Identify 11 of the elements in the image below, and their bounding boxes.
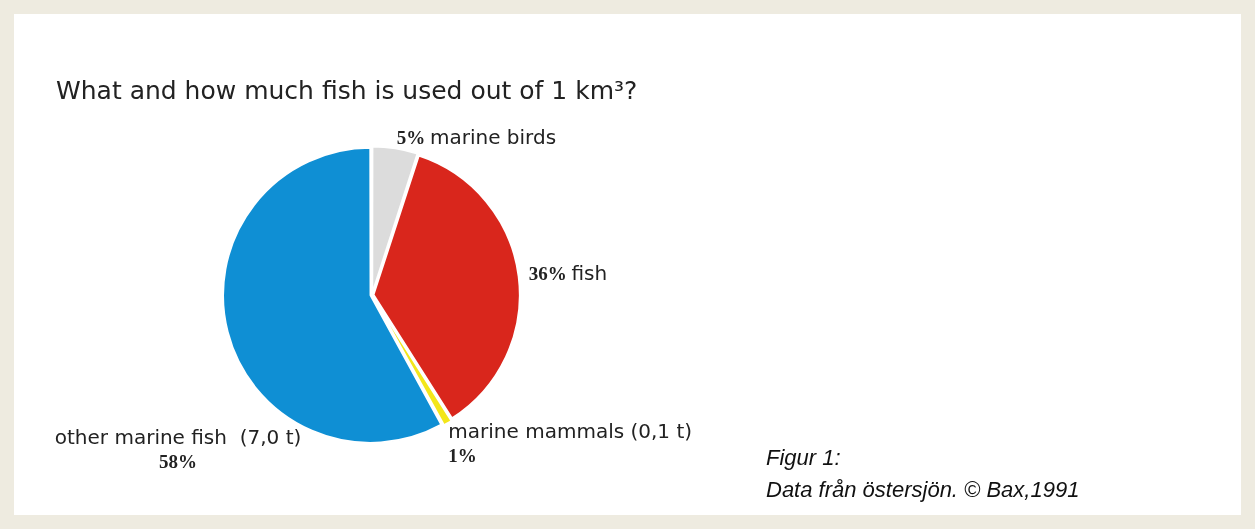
chart-title: What and how much fish is used out of 1 km³?: [56, 76, 638, 105]
slice-label: marine birds: [429, 125, 557, 150]
text: Figur 1:: [766, 444, 842, 472]
slice-label: other marine fish (7,0 t): [54, 424, 302, 449]
data-label: 36%: [528, 263, 567, 285]
data-label: 5%: [396, 126, 426, 148]
text: Data från östersjön. © Bax,1991: [766, 476, 1080, 504]
data-label: 1%: [448, 444, 477, 466]
slice-label: fish: [571, 261, 608, 286]
data-label: 58%: [159, 450, 198, 472]
slice-label: marine mammals (0,1 t): [448, 418, 693, 443]
